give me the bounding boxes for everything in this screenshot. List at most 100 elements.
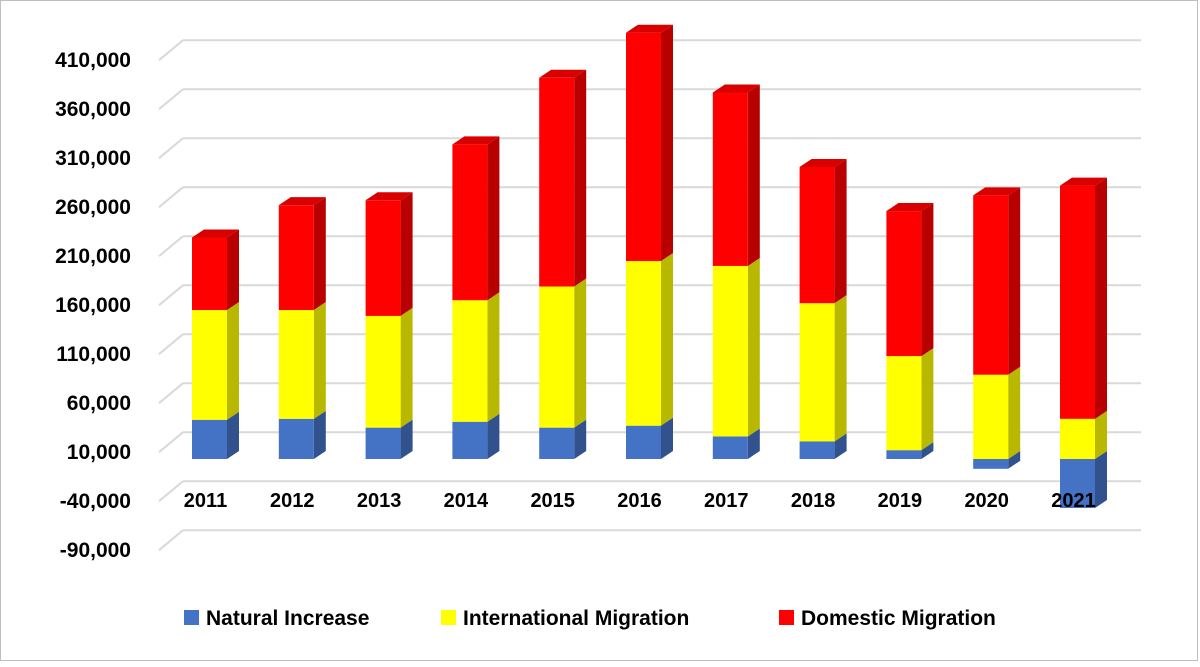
y-tick-label: 210,000 [55, 245, 131, 268]
legend-swatch [184, 610, 199, 625]
bar-segment-side-domestic-migration [834, 158, 847, 304]
x-category-label: 2012 [270, 490, 315, 512]
bar-segment-natural-increase [452, 421, 488, 459]
bar-segment-side-domestic-migration [1095, 177, 1107, 419]
bar-segment-side-domestic-migration [487, 136, 500, 301]
legend-label: Natural Increase [206, 607, 369, 630]
bar-segment-side-international-migration [313, 302, 326, 419]
bar-top-face [1060, 177, 1107, 186]
gridline-depth [158, 431, 184, 453]
gridline-depth [158, 235, 184, 257]
gridline-depth [158, 382, 184, 404]
bar-segment-side-natural-increase [487, 413, 500, 459]
bar-segment-side-domestic-migration [747, 84, 760, 266]
bar-segment-side-natural-increase [1095, 451, 1107, 508]
bar-top-face [192, 229, 239, 238]
bar-2015 [539, 69, 587, 459]
bar-segment-domestic-migration [626, 32, 661, 262]
bar-segment-side-natural-increase [661, 417, 673, 459]
bar-segment-natural-increase [886, 450, 922, 459]
bar-segment-natural-increase [799, 441, 835, 459]
bar-segment-side-international-migration [574, 278, 587, 428]
bar-top-face [539, 69, 587, 78]
bar-segment-domestic-migration [539, 77, 575, 287]
bar-segment-side-domestic-migration [1008, 187, 1021, 375]
x-category-label: 2013 [357, 490, 402, 512]
bar-segment-side-international-migration [487, 292, 500, 422]
bar-segment-side-international-migration [400, 307, 413, 428]
bar-2018 [799, 158, 847, 459]
bar-top-face [712, 84, 760, 93]
bar-segment-international-migration [973, 374, 1009, 459]
bar-2012 [278, 197, 326, 459]
bar-segment-international-migration [626, 261, 661, 426]
bar-segment-international-migration [799, 303, 835, 442]
bar-2013 [365, 192, 413, 459]
bar-segment-side-natural-increase [574, 419, 587, 459]
bar-segment-domestic-migration [452, 144, 488, 301]
y-tick-label: 310,000 [55, 147, 131, 170]
bar-segment-international-migration [365, 315, 401, 428]
bar-segment-side-international-migration [834, 295, 847, 442]
bar-top-face [278, 197, 326, 206]
bar-2011 [192, 229, 239, 459]
bar-segment-international-migration [278, 310, 314, 419]
bar-segment-domestic-migration [799, 166, 835, 304]
gridline-depth [158, 284, 184, 306]
bar-segment-natural-increase [973, 459, 1009, 469]
y-tick-label: 110,000 [56, 343, 131, 366]
gridline-depth [158, 529, 184, 551]
gridline-depth [158, 137, 184, 159]
bar-segment-side-international-migration [661, 253, 673, 426]
x-category-label: 2018 [791, 490, 836, 512]
x-category-label: 2015 [530, 490, 575, 512]
bar-top-face [886, 203, 934, 212]
bar-top-face [452, 136, 500, 145]
bar-segment-natural-increase [539, 427, 575, 459]
bar-2016 [626, 24, 673, 459]
bar-segment-natural-increase [1060, 459, 1095, 508]
bar-segment-side-natural-increase [313, 410, 326, 459]
bar-segment-international-migration [192, 310, 227, 420]
bar-segment-side-natural-increase [227, 411, 239, 459]
bar-segment-natural-increase [365, 427, 401, 459]
bar-top-face [365, 192, 413, 201]
x-category-label: 2017 [704, 490, 749, 512]
bar-segment-side-domestic-migration [313, 197, 326, 311]
y-tick-label: 160,000 [55, 294, 131, 317]
bar-segment-international-migration [452, 300, 488, 422]
bar-2020 [973, 187, 1021, 469]
bar-segment-natural-increase [626, 425, 661, 459]
legend-item: International Migration [441, 607, 689, 630]
bar-2017 [712, 84, 760, 459]
bar-segment-international-migration [1060, 418, 1095, 459]
y-tick-label: 360,000 [55, 98, 131, 121]
legend-label: International Migration [463, 607, 689, 630]
x-category-label: 2021 [1051, 490, 1096, 512]
bar-segment-side-natural-increase [921, 442, 934, 459]
legend-item: Domestic Migration [779, 607, 996, 630]
bar-segment-natural-increase [192, 419, 227, 459]
bar-2014 [452, 136, 500, 459]
bar-segment-side-natural-increase [747, 428, 760, 459]
gridline-depth [158, 39, 184, 61]
bar-segment-side-natural-increase [1008, 451, 1021, 469]
bar-segment-international-migration [712, 265, 748, 437]
bar-segment-domestic-migration [1060, 185, 1095, 419]
bar-segment-side-natural-increase [834, 433, 847, 459]
gridline-depth [158, 480, 184, 502]
bar-top-face [799, 158, 847, 167]
bar-segment-side-domestic-migration [661, 24, 673, 262]
gridline-depth [158, 333, 184, 355]
x-category-label: 2019 [878, 490, 923, 512]
bar-segment-side-international-migration [227, 302, 239, 420]
bar-segment-domestic-migration [886, 211, 922, 357]
bar-segment-domestic-migration [973, 195, 1009, 375]
bars [192, 24, 1107, 508]
bar-segment-side-domestic-migration [400, 192, 413, 316]
y-tick-label: -90,000 [60, 539, 131, 562]
x-axis-category-labels: 2011 2012 2013 2014 2015 2016 2017 2018 2019 2020… [184, 490, 1096, 512]
y-tick-label: 260,000 [55, 196, 131, 219]
